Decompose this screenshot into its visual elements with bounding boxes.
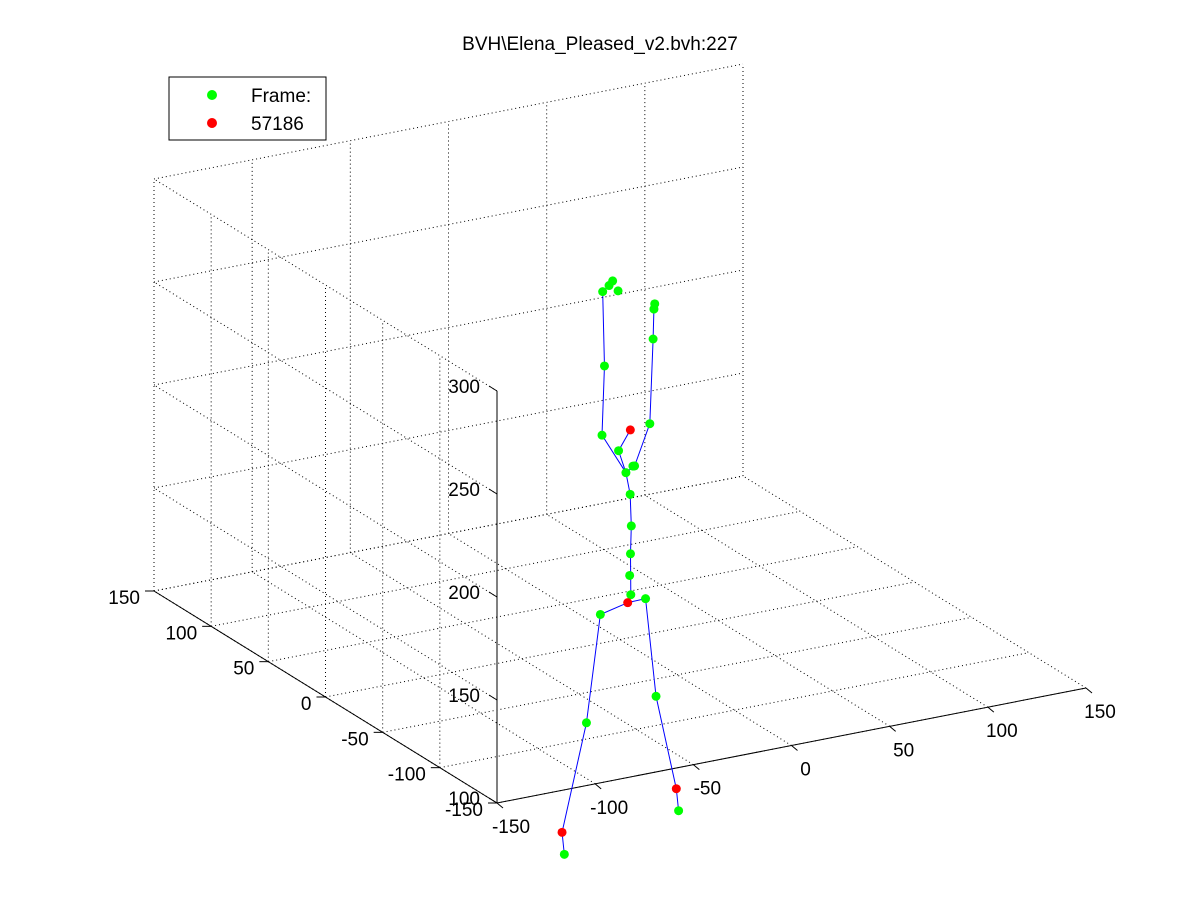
grid-line <box>153 178 498 392</box>
x-tick-mark <box>889 725 896 732</box>
grid-line <box>153 63 744 180</box>
data-point-green <box>581 718 591 728</box>
y-tick-label: 0 <box>301 694 312 715</box>
z-tick-label: 100 <box>448 789 480 810</box>
grid-line <box>153 372 744 489</box>
data-point-green <box>630 461 640 471</box>
data-point-red <box>623 598 633 608</box>
data-point-red <box>671 784 681 794</box>
data-point-green <box>598 287 608 297</box>
x-tick-label: -150 <box>492 817 530 838</box>
legend-label-57186: 57186 <box>251 114 304 135</box>
data-point-green <box>625 570 635 580</box>
data-point-green <box>613 286 623 296</box>
z-tick-label: 250 <box>448 480 480 501</box>
z-tick-label: 300 <box>448 377 480 398</box>
legend-label-frame: Frame: <box>251 86 311 107</box>
data-point-green <box>651 691 661 701</box>
x-tick-mark <box>987 706 995 713</box>
legend-marker-green <box>207 90 217 100</box>
x-tick-label: -50 <box>694 779 721 800</box>
grid-line <box>439 652 1029 769</box>
y-tick-label: -50 <box>341 729 368 750</box>
data-point-green <box>626 590 636 600</box>
data-point-green <box>674 806 684 816</box>
data-point-green <box>597 430 607 440</box>
x-tick-label: 150 <box>1084 702 1116 723</box>
data-point-green <box>608 276 618 286</box>
x-tick-label: -100 <box>590 798 628 819</box>
x-tick-label: 100 <box>986 721 1018 742</box>
joint-markers <box>557 276 684 859</box>
data-point-green <box>559 849 569 859</box>
legend-marker-red <box>207 118 217 128</box>
y-tick-label: 50 <box>233 659 254 680</box>
data-point-green <box>648 334 658 344</box>
grid-line <box>153 166 744 283</box>
data-point-green <box>641 594 651 604</box>
x-tick-mark <box>693 764 700 771</box>
data-point-green <box>595 609 605 619</box>
legend: Frame: 57186 <box>168 76 327 141</box>
x-tick-mark <box>594 783 602 790</box>
z-tick-mark <box>488 488 498 495</box>
tick-labels: -150 -100 -50 0 50 100 150 -150 -100 -50 0 50 100 150… <box>108 377 1116 838</box>
y-tick-label: 100 <box>165 623 197 644</box>
data-point-red <box>625 425 635 435</box>
data-point-green <box>599 361 609 371</box>
grid-lines <box>153 63 1087 804</box>
grid-line <box>153 475 744 592</box>
z-tick-mark <box>488 694 498 701</box>
data-point-green <box>614 446 624 456</box>
legend-box <box>168 76 327 141</box>
x-tick-mark <box>1085 687 1093 694</box>
grid-line <box>153 384 498 598</box>
data-point-red <box>557 827 567 837</box>
chart-title: BVH\Elena_Pleased_v2.bvh:227 <box>462 34 738 55</box>
grid-line <box>382 616 972 733</box>
data-point-green <box>650 299 660 309</box>
y-tick-label: -150 <box>445 800 483 821</box>
data-point-green <box>626 521 636 531</box>
grid-line <box>211 510 801 627</box>
z-tick-mark <box>488 797 498 804</box>
data-point-green <box>625 549 635 559</box>
z-tick-label: 150 <box>448 686 480 707</box>
x-tick-mark <box>791 745 798 751</box>
grid-line <box>153 281 498 495</box>
z-tick-mark <box>488 591 498 598</box>
y-tick-label: -100 <box>388 765 426 786</box>
grid-line <box>153 487 498 701</box>
x-tick-mark <box>496 802 504 809</box>
data-point-green <box>645 419 655 429</box>
grid-line <box>153 269 744 386</box>
data-point-green <box>621 468 631 478</box>
data-point-green <box>625 489 635 499</box>
y-tick-label: 150 <box>108 588 140 609</box>
grid-line <box>268 546 858 663</box>
x-tick-label: 0 <box>800 760 811 781</box>
z-tick-label: 200 <box>448 583 480 604</box>
x-tick-label: 50 <box>893 740 914 761</box>
grid-line <box>325 581 915 698</box>
z-tick-mark <box>488 385 498 392</box>
